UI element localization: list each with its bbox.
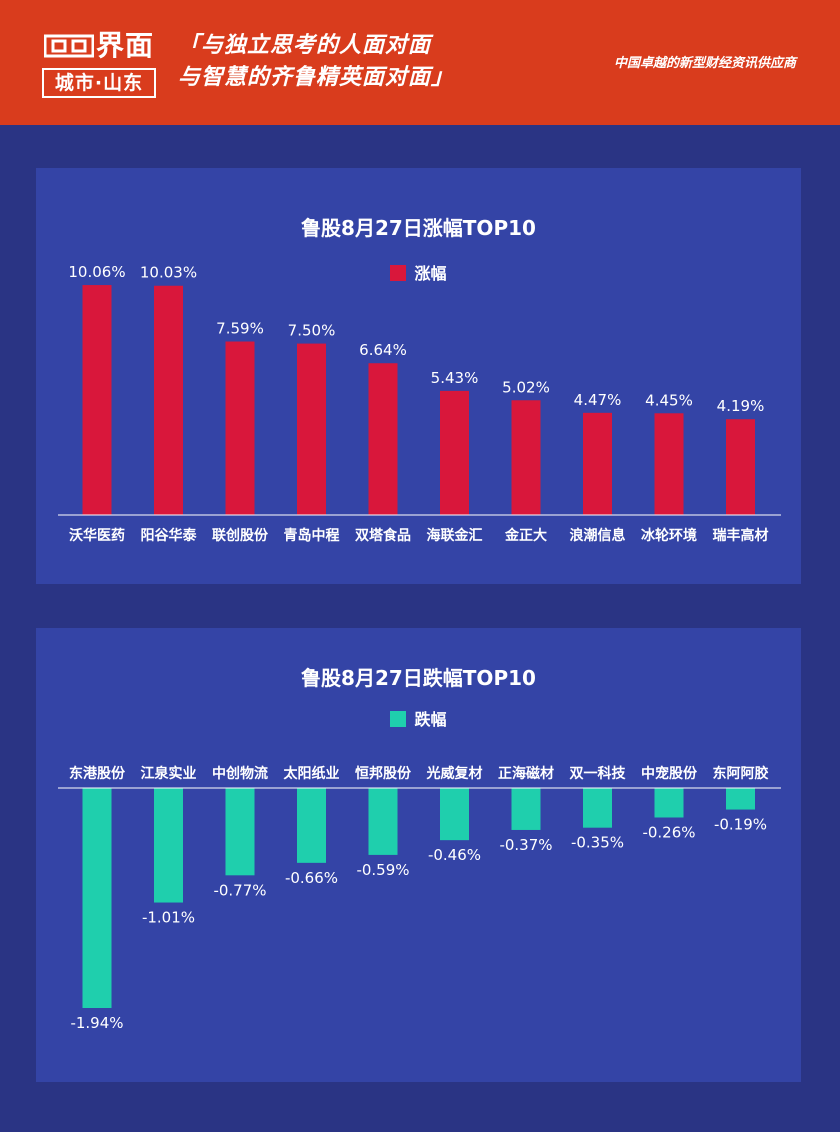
fall-value-label-9: -0.26% — [642, 823, 695, 841]
rise-category-label-8: 浪潮信息 — [570, 527, 626, 544]
fall-category-label-5: 恒邦股份 — [355, 765, 412, 782]
rise-value-label-10: 4.19% — [717, 397, 765, 415]
fall-bar-9 — [654, 788, 684, 818]
fall-category-label-3: 中创物流 — [212, 765, 268, 782]
fall-category-label-2: 江泉实业 — [141, 765, 197, 782]
fall-chart-title: 鲁股8月27日跌幅TOP10 — [301, 666, 536, 690]
fall-chart-svg: -1.94% 东港股份 -1.01% 江泉实业 -0.77% 中创物流 -0.66% 太阳纸业… — [58, 765, 781, 1032]
fall-category-label-7: 正海磁材 — [498, 765, 554, 782]
fall-bar-10 — [726, 788, 755, 810]
rise-bar-8 — [583, 412, 612, 515]
fall-value-label-7: -0.37% — [499, 836, 552, 854]
rise-value-label-8: 4.47% — [574, 391, 622, 409]
rise-category-label-7: 金正大 — [504, 527, 547, 544]
fall-bar-5 — [368, 788, 398, 855]
rise-legend-swatch — [390, 265, 407, 281]
fall-legend-swatch — [390, 711, 407, 727]
rise-category-label-6: 海联金汇 — [427, 527, 483, 544]
rise-category-label-4: 青岛中程 — [284, 527, 340, 544]
rise-bar-6 — [440, 390, 469, 515]
rise-bar-2 — [154, 285, 183, 515]
rise-chart-panel: 10.06% 沃华医药 10.03% 阳谷华泰 7.59% 联创股份 7.50% 青岛中程 6.… — [36, 168, 801, 584]
fall-value-label-3: -0.77% — [213, 881, 266, 899]
rise-category-label-2: 阳谷华泰 — [141, 527, 198, 544]
rise-category-label-5: 双塔食品 — [355, 527, 411, 544]
fall-category-label-1: 东港股份 — [69, 765, 126, 782]
fall-bar-1 — [82, 788, 112, 1008]
fall-value-label-10: -0.19% — [714, 816, 767, 834]
rise-value-label-1: 10.06% — [68, 263, 125, 281]
fall-chart-panel: -1.94% 东港股份 -1.01% 江泉实业 -0.77% 中创物流 -0.66% 太阳纸业… — [36, 628, 801, 1082]
fall-category-label-4: 太阳纸业 — [284, 765, 340, 782]
logo-subtitle: 城市·山东 — [42, 68, 156, 98]
header-banner: 界面 城市·山东 「与独立思考的人面对面 与智慧的齐鲁精英面对面」 中国卓越的新… — [0, 0, 840, 125]
rise-value-label-2: 10.03% — [140, 264, 197, 282]
logo-mark-icon — [44, 34, 94, 58]
slogan: 「与独立思考的人面对面 与智慧的齐鲁精英面对面」 — [178, 30, 454, 94]
fall-category-label-10: 东阿阿胶 — [713, 765, 769, 782]
fall-value-label-4: -0.66% — [285, 869, 338, 887]
rise-chart-title: 鲁股8月27日涨幅TOP10 — [301, 216, 536, 240]
fall-value-label-6: -0.46% — [428, 846, 481, 864]
fall-bar-4 — [297, 788, 326, 863]
fall-value-label-2: -1.01% — [142, 909, 195, 927]
fall-bar-2 — [154, 788, 183, 903]
rise-value-label-4: 7.50% — [288, 322, 336, 340]
rise-category-label-10: 瑞丰高材 — [713, 527, 769, 544]
rise-bar-7 — [511, 400, 541, 515]
fall-bar-7 — [511, 788, 541, 830]
fall-category-label-6: 光威复材 — [426, 765, 483, 782]
rise-bar-1 — [82, 285, 112, 515]
rise-chart-legend: 涨幅 — [36, 260, 801, 284]
fall-legend-label: 跌幅 — [414, 710, 447, 729]
slogan-line-1: 「与独立思考的人面对面 — [178, 33, 432, 58]
rise-value-label-6: 5.43% — [431, 369, 479, 387]
fall-chart-legend: 跌幅 — [36, 706, 801, 730]
fall-category-label-9: 中宠股份 — [641, 765, 698, 782]
fall-value-label-1: -1.94% — [70, 1014, 123, 1032]
rise-category-label-3: 联创股份 — [212, 527, 269, 544]
rise-value-label-7: 5.02% — [502, 378, 550, 396]
fall-bar-6 — [440, 788, 469, 841]
fall-bar-8 — [583, 788, 612, 828]
rise-bar-4 — [297, 343, 326, 515]
fall-bar-3 — [225, 788, 255, 876]
rise-category-label-1: 沃华医药 — [69, 527, 125, 544]
rise-bar-10 — [726, 419, 755, 515]
rise-legend-label: 涨幅 — [414, 264, 447, 283]
fall-value-label-5: -0.59% — [356, 861, 409, 879]
rise-bar-3 — [225, 341, 255, 515]
logo-text: 界面 — [96, 29, 155, 62]
slogan-line-2: 与智慧的齐鲁精英面对面」 — [178, 65, 455, 90]
rise-category-label-9: 冰轮环境 — [641, 527, 697, 544]
rise-bar-5 — [368, 363, 398, 515]
rise-value-label-9: 4.45% — [645, 391, 693, 409]
rise-bar-9 — [654, 413, 684, 515]
tagline: 中国卓越的新型财经资讯供应商 — [613, 56, 796, 71]
rise-value-label-5: 6.64% — [359, 341, 407, 359]
fall-category-label-8: 双一科技 — [570, 765, 627, 782]
fall-value-label-8: -0.35% — [571, 834, 624, 852]
rise-value-label-3: 7.59% — [216, 320, 264, 338]
jiemian-logo: 界面 城市·山东 — [40, 28, 160, 100]
rise-chart-svg: 10.06% 沃华医药 10.03% 阳谷华泰 7.59% 联创股份 7.50% 青岛中程 6.… — [58, 263, 781, 544]
